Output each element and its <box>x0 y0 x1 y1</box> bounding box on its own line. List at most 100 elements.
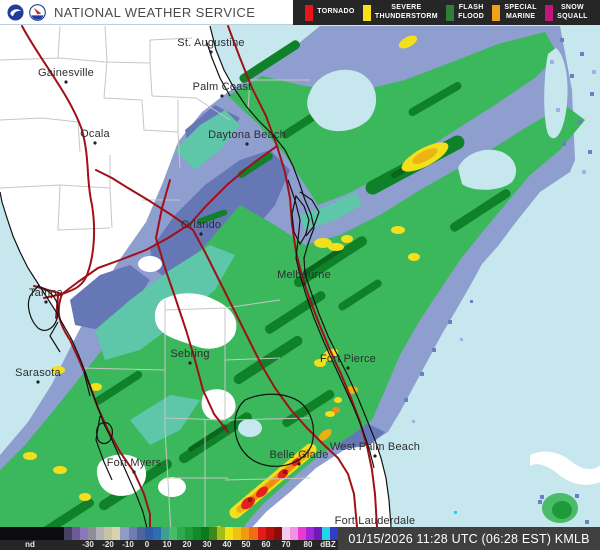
city-marker <box>199 232 203 236</box>
city-label: Fort Lauderdale <box>335 515 416 527</box>
scale-tick-label: 10 <box>162 540 172 549</box>
city-marker <box>93 141 97 145</box>
city-marker <box>302 282 306 286</box>
city-marker <box>220 94 224 98</box>
warning-color-swatch <box>492 4 501 21</box>
warning-color-swatch <box>545 4 554 21</box>
scale-segment <box>112 527 121 540</box>
warning-legend-item: SNOW SQUALL <box>545 4 588 21</box>
city-label: Fort Pierce <box>320 353 376 365</box>
scale-tick-label: 50 <box>241 540 251 549</box>
city-marker <box>132 470 136 474</box>
scale-segment <box>80 527 89 540</box>
warning-label: SPECIAL MARINE <box>504 4 537 20</box>
warning-legend-item: SEVERE THUNDERSTORM <box>362 4 438 21</box>
city-label: Sebring <box>170 348 209 360</box>
city-marker <box>297 462 301 466</box>
warning-label: FLASH FLOOD <box>458 4 485 20</box>
scale-segment <box>152 527 161 540</box>
highway-i75 <box>21 25 151 550</box>
city-label: Tampa <box>29 287 64 299</box>
scale-segment <box>322 527 331 540</box>
warning-color-swatch <box>305 4 314 21</box>
highways <box>21 25 378 550</box>
scale-tick-label: 60 <box>261 540 271 549</box>
scale-segment <box>64 527 73 540</box>
highway-tampa-spur <box>33 285 63 319</box>
header-bar: NATIONAL WEATHER SERVICE TORNADO SEVERE T… <box>0 0 600 25</box>
scale-segment <box>233 527 242 540</box>
scale-segment <box>305 527 314 540</box>
scale-segment <box>193 527 202 540</box>
scale-segment <box>241 527 250 540</box>
scale-segment <box>225 527 234 540</box>
scale-segment <box>128 527 137 540</box>
warning-legend-item: SPECIAL MARINE <box>492 4 537 21</box>
scale-segment <box>209 527 218 540</box>
highway-i95 <box>227 25 378 528</box>
warning-legend-item: FLASH FLOOD <box>446 4 485 21</box>
scale-segment <box>273 527 282 540</box>
warning-label: TORNADO <box>317 8 355 16</box>
city-label: Ocala <box>80 128 110 140</box>
radar-echo-layer <box>0 26 600 550</box>
scale-tick-label: 80 <box>303 540 313 549</box>
noaa-logo <box>7 3 24 21</box>
city-marker <box>373 454 377 458</box>
scale-tick-label: -30 <box>82 540 94 549</box>
scale-segment <box>168 527 177 540</box>
scale-segment <box>136 527 145 540</box>
scale-segment <box>184 527 193 540</box>
warning-legend: TORNADO SEVERE THUNDERSTORM FLASH FLOOD SPE… <box>293 0 600 25</box>
scale-tick-label: -10 <box>122 540 134 549</box>
city-label: Fort Myers <box>107 457 162 469</box>
city-marker <box>346 366 350 370</box>
city-marker <box>36 380 40 384</box>
scale-segment <box>72 527 81 540</box>
city-label: St. Augustine <box>177 37 244 49</box>
city-marker <box>64 80 68 84</box>
warning-legend-item: TORNADO <box>305 4 355 21</box>
scale-tick-label: -20 <box>102 540 114 549</box>
scale-segment <box>104 527 113 540</box>
warning-color-swatch <box>362 4 371 21</box>
city-label: Belle Glade <box>269 449 328 461</box>
scale-segment <box>297 527 306 540</box>
city-label: Gainesville <box>38 67 94 79</box>
scale-tick-label: nd <box>25 540 35 549</box>
coastline <box>0 25 392 550</box>
scale-segment <box>330 527 339 540</box>
city-marker <box>245 142 249 146</box>
scale-tick-label: 30 <box>202 540 212 549</box>
bottom-bar: nd -30 -20 -10 0 10 20 30 40 50 60 70 80 dBZ 01/15/20… <box>0 527 600 550</box>
scale-segment <box>144 527 153 540</box>
app-title: NATIONAL WEATHER SERVICE <box>54 4 256 20</box>
scale-segment <box>249 527 258 540</box>
highway-us27 <box>155 179 229 433</box>
city-marker <box>209 50 213 54</box>
city-label: Orlando <box>181 219 222 231</box>
scale-segment <box>313 527 322 540</box>
scale-segment <box>257 527 266 540</box>
warning-label: SEVERE THUNDERSTORM <box>374 4 438 20</box>
scale-tick-label: dBZ <box>320 540 336 549</box>
scale-tick-label: 40 <box>222 540 232 549</box>
city-labels: St. Augustine Gainesville Palm Coast Ocala D… <box>15 37 420 532</box>
scale-nd-segment <box>0 527 64 540</box>
highway-turnpike <box>95 169 358 528</box>
scale-segment <box>265 527 274 540</box>
scale-segment <box>201 527 210 540</box>
reflectivity-colorbar <box>0 527 339 540</box>
scale-segment <box>281 527 290 540</box>
city-label: Palm Coast <box>193 81 252 93</box>
scale-segment <box>217 527 226 540</box>
scale-segment <box>96 527 105 540</box>
reflectivity-scale-labels: nd -30 -20 -10 0 10 20 30 40 50 60 70 80 dBZ <box>0 540 338 550</box>
warning-color-swatch <box>446 4 455 21</box>
scale-segment <box>160 527 169 540</box>
city-label: Sarasota <box>15 367 61 379</box>
timestamp: 01/15/2026 11:28 UTC (06:28 EST) KMLB <box>338 527 600 550</box>
warning-label: SNOW SQUALL <box>557 4 588 20</box>
